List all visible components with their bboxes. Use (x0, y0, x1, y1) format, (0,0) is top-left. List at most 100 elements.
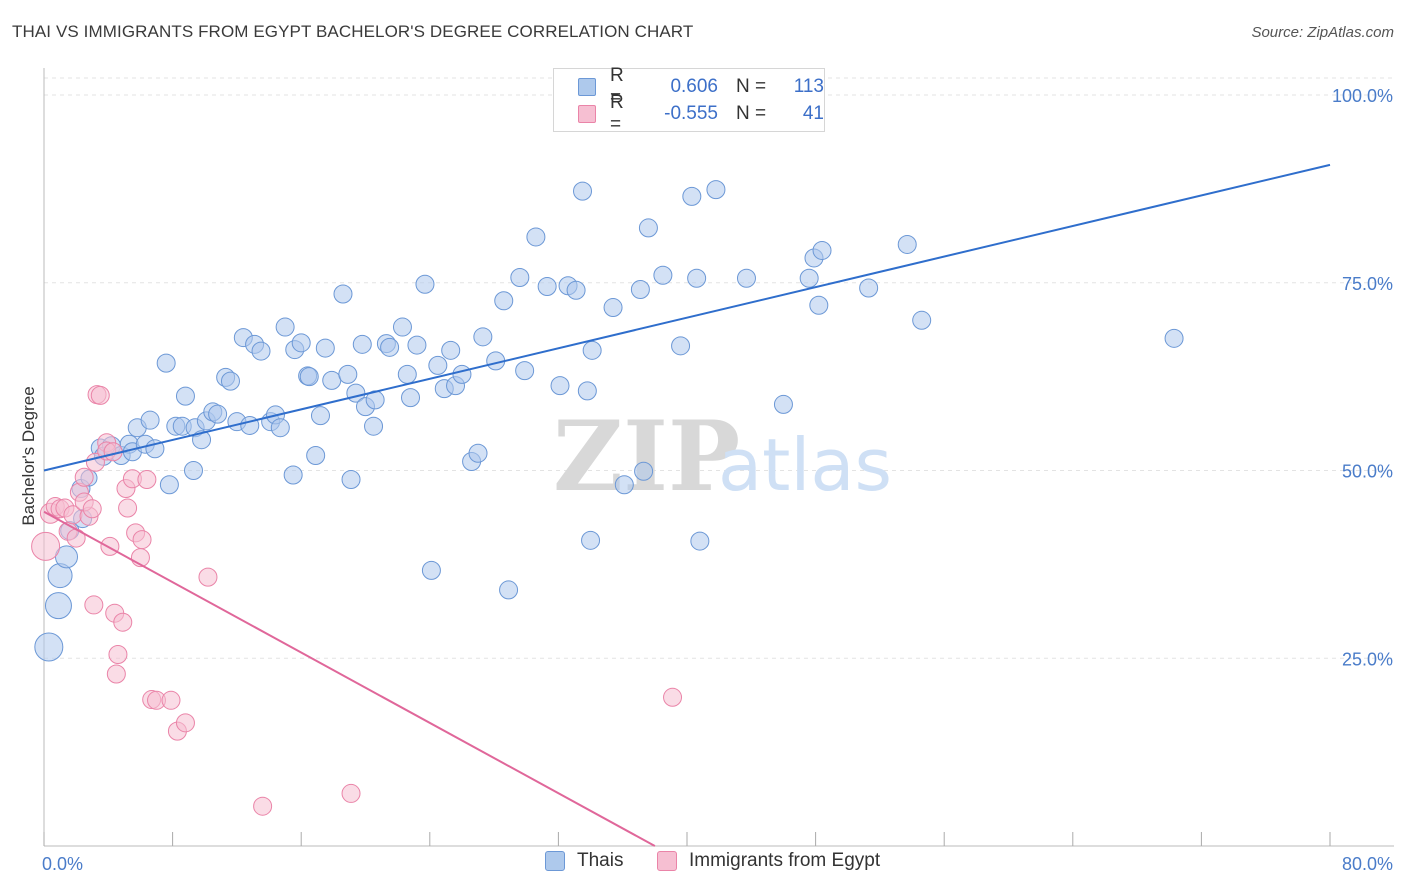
data-point (270, 418, 290, 438)
legend-r-value: 0.606 (670, 76, 718, 97)
watermark: ZIP atlas (553, 400, 892, 513)
data-point (682, 186, 702, 206)
data-point (736, 268, 756, 288)
data-point (577, 381, 597, 401)
data-point (192, 430, 212, 450)
series-legend: Thais Immigrants from Egypt (0, 850, 1406, 878)
data-point (113, 612, 133, 632)
data-point (352, 334, 372, 354)
data-point (603, 298, 623, 318)
data-point (397, 364, 417, 384)
data-point (44, 592, 72, 620)
x-tick-label: 0.0% (42, 854, 83, 874)
legend-r-label: R = (610, 92, 624, 135)
data-point (859, 278, 879, 298)
data-point (912, 310, 932, 330)
data-point (473, 327, 493, 347)
data-point (566, 280, 586, 300)
watermark-zip: ZIP (553, 400, 740, 513)
data-point (198, 567, 218, 587)
legend-label-egypt: Immigrants from Egypt (689, 850, 881, 871)
data-point (773, 394, 793, 414)
data-point (573, 181, 593, 201)
trend-lines (43, 163, 1331, 847)
data-point (315, 338, 335, 358)
data-point (322, 370, 342, 390)
data-point (415, 274, 435, 294)
data-point (630, 280, 650, 300)
data-point (283, 465, 303, 485)
data-point (106, 664, 126, 684)
legend-item-egypt[interactable]: Immigrants from Egypt (657, 850, 880, 872)
data-point (159, 475, 179, 495)
legend-swatch-egypt (657, 851, 677, 871)
data-point (510, 267, 530, 287)
data-point (175, 713, 195, 733)
data-point (338, 364, 358, 384)
data-point (306, 445, 326, 465)
data-point (341, 470, 361, 490)
legend-swatch-egypt (578, 105, 596, 123)
data-point (690, 531, 710, 551)
data-point (118, 498, 138, 518)
legend-item-thais[interactable]: Thais (545, 850, 623, 872)
data-point (897, 234, 917, 254)
data-point (84, 595, 104, 615)
data-point (82, 499, 102, 519)
legend-r-label: R = (610, 65, 624, 108)
data-point (421, 560, 441, 580)
data-point (183, 461, 203, 480)
y-tick-label: 50.0% (1342, 462, 1393, 482)
legend-n-value: 113 (793, 76, 824, 97)
series-egypt (31, 385, 683, 816)
data-point (653, 265, 673, 285)
data-point (140, 410, 160, 430)
data-point (468, 443, 488, 463)
data-point (341, 783, 361, 803)
trend-line-thais (43, 163, 1331, 472)
legend-swatch-thais (545, 851, 565, 871)
axes (43, 68, 1394, 847)
watermark-atlas: atlas (718, 423, 892, 507)
y-tick-label: 100.0% (1332, 86, 1393, 106)
data-point (380, 337, 400, 357)
data-point (1164, 328, 1184, 348)
axis-labels: 25.0% 50.0% 75.0% 100.0% 0.0% 80.0% Bachelor's… (19, 86, 1393, 874)
data-point (108, 644, 128, 664)
data-point (812, 240, 832, 260)
stats-legend: R = 0.606 N = 113 R = -0.555 N = 41 (553, 65, 825, 135)
data-point (253, 796, 273, 816)
data-point (333, 284, 353, 304)
data-point (634, 461, 654, 481)
data-point (299, 367, 319, 387)
legend-n-label: N = (736, 76, 767, 97)
data-point (275, 317, 295, 337)
legend-n-value: 41 (802, 103, 824, 124)
data-point (638, 218, 658, 238)
y-axis-title: Bachelor's Degree (19, 386, 38, 525)
data-point (663, 687, 683, 707)
chart-title: THAI VS IMMIGRANTS FROM EGYPT BACHELOR'S… (12, 22, 694, 41)
data-point (74, 467, 94, 487)
data-point (537, 277, 557, 297)
data-point (581, 530, 601, 550)
data-point (364, 416, 384, 436)
data-point (671, 336, 691, 356)
data-point (706, 180, 726, 200)
data-point (687, 268, 707, 288)
legend-row-thais: R = 0.606 N = 113 (554, 65, 824, 108)
x-tick-label: 80.0% (1342, 854, 1393, 874)
trend-line-egypt (43, 510, 656, 847)
source-label[interactable]: Source: ZipAtlas.com (1251, 24, 1394, 41)
legend-r-value: -0.555 (664, 103, 718, 124)
data-point (100, 536, 120, 556)
data-point (614, 475, 634, 495)
data-point (499, 580, 519, 600)
data-point (401, 388, 421, 408)
data-point (156, 353, 176, 373)
data-point (34, 632, 64, 662)
data-point (441, 340, 461, 360)
legend-swatch-thais (578, 78, 596, 96)
data-point (494, 291, 514, 311)
